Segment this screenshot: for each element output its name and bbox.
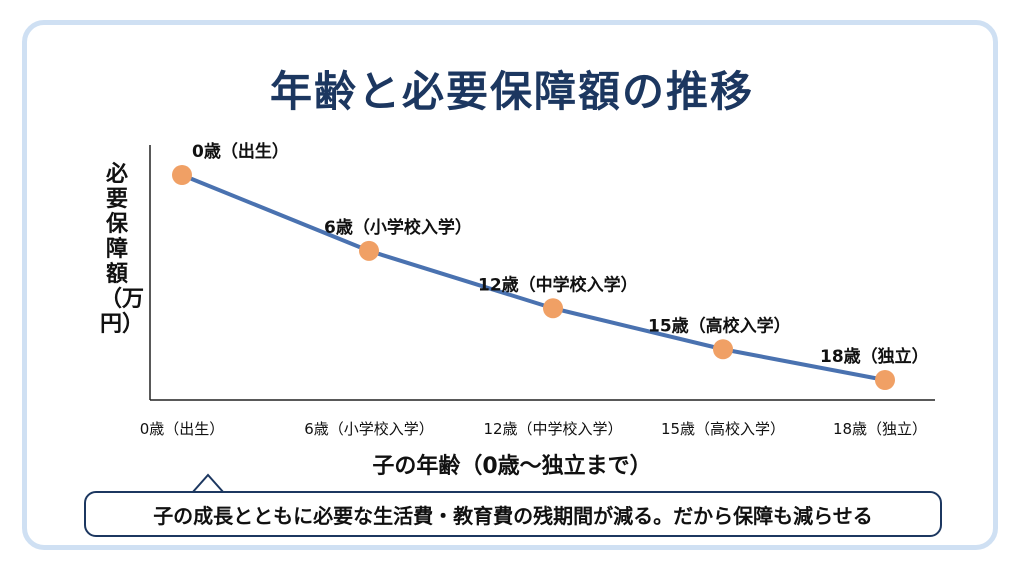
x-tick-label-2: 12歳（中学校入学） xyxy=(483,420,622,438)
point-labels: 0歳（出生） 6歳（小学校入学） 12歳（中学校入学） 15歳（高校入学） 18歳（独立… xyxy=(192,141,929,367)
callout-pointer xyxy=(191,473,225,494)
chart-title: 年齢と必要保障額の推移 xyxy=(269,67,754,116)
data-point-4 xyxy=(875,370,895,390)
x-tick-label-1: 6歳（小学校入学） xyxy=(304,420,434,438)
chart-axes xyxy=(149,145,935,401)
data-point-2 xyxy=(543,298,563,319)
data-markers xyxy=(172,165,895,390)
data-point-3 xyxy=(713,339,733,360)
x-axis-label: 子の年齢（0歳〜独立まで） xyxy=(372,454,652,479)
x-tick-label-4: 18歳（独立） xyxy=(833,420,927,438)
data-point-1 xyxy=(359,240,379,261)
x-tick-label-0: 0歳（出生） xyxy=(140,420,225,438)
x-tick-labels: 0歳（出生） 6歳（小学校入学） 12歳（中学校入学） 15歳（高校入学） 18歳（独立… xyxy=(140,420,927,438)
data-point-0 xyxy=(172,165,192,185)
point-label-4: 18歳（独立） xyxy=(820,346,929,367)
callout-box: 子の成長とともに必要な生活費・教育費の残期間が減る。だから保障も減らせる xyxy=(84,491,942,537)
point-label-1: 6歳（小学校入学） xyxy=(324,217,472,238)
chart-frame xyxy=(22,20,998,550)
point-label-3: 15歳（高校入学） xyxy=(648,315,791,336)
point-label-0: 0歳（出生） xyxy=(192,141,289,162)
x-tick-label-3: 15歳（高校入学） xyxy=(661,420,785,438)
point-label-2: 12歳（中学校入学） xyxy=(478,274,638,295)
